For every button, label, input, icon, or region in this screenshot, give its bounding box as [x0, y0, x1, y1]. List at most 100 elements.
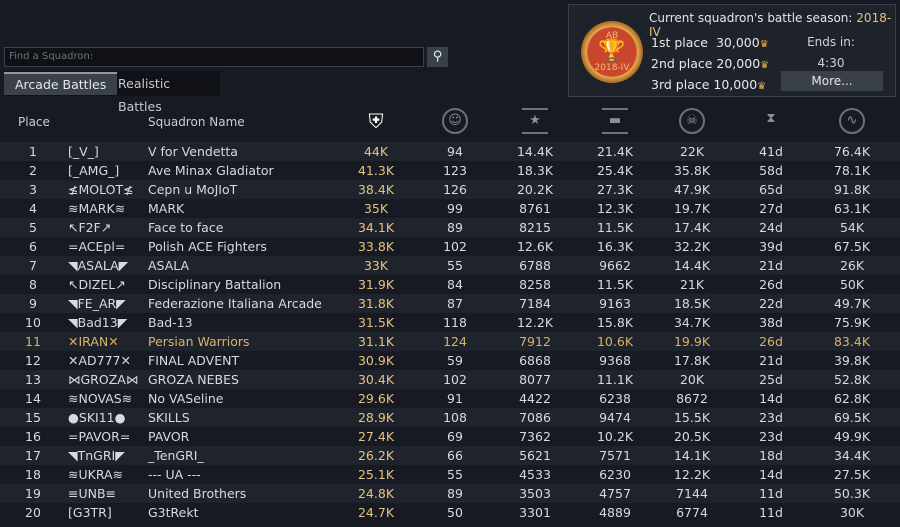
- table-row[interactable]: 8 ↖DIZEL↗ Disciplinary Battalion 31.9K 84 825…: [0, 275, 900, 294]
- air-kills-cell: 8761: [519, 201, 551, 216]
- squadron-tag-cell: ≋MARK≋: [68, 201, 126, 216]
- table-row[interactable]: 11 ✕IRAN✕ Persian Warriors 31.1K 124 7912 10.6…: [0, 332, 900, 351]
- activity-cell: 39.8K: [833, 353, 871, 368]
- tab-arcade-battles[interactable]: Arcade Battles: [4, 72, 118, 95]
- table-row[interactable]: 2 [_AMG_] Ave Minax Gladiator 41.3K 123 18.3K…: [0, 161, 900, 180]
- air-kills-cell: 4422: [519, 391, 551, 406]
- eagle-icon: ♛: [759, 39, 769, 50]
- table-row[interactable]: 7 ◥ASALA◤ ASALA 33K 55 6788 9662 14.4K 21d 26K: [0, 256, 900, 275]
- deaths-cell: 17.4K: [673, 220, 711, 235]
- tab-realistic-battles[interactable]: Realistic Battles: [118, 76, 171, 114]
- table-row[interactable]: 13 ⋈GROZA⋈ GROZA NEBES 30.4K 102 8077 11.1K 20K…: [0, 370, 900, 389]
- squadron-name-cell: _TenGRI_: [148, 448, 204, 463]
- players-cell: 102: [443, 372, 467, 387]
- squadron-name-cell: Face to face: [148, 220, 224, 235]
- deaths-icon[interactable]: ☠: [679, 108, 705, 134]
- deaths-cell: 47.9K: [673, 182, 711, 197]
- table-row[interactable]: 3 ≰MOLOT≰ Cepn u MoJIoT 38.4K 126 20.2K 27.3K 4…: [0, 180, 900, 199]
- ground-kills-cell: 10.2K: [596, 429, 634, 444]
- medal-season-text: 2018-IV: [594, 63, 630, 73]
- place-cell: 10: [25, 315, 41, 330]
- ends-in-value: 4:30: [817, 56, 845, 70]
- place-cell: 11: [25, 334, 41, 349]
- squadron-name-cell: United Brothers: [148, 486, 247, 501]
- squadron-rating-icon[interactable]: ⛨: [368, 109, 384, 133]
- ground-kills-cell: 9474: [599, 410, 631, 425]
- ground-kills-cell: 6238: [599, 391, 631, 406]
- table-row[interactable]: 18 ≋UKRA≋ --- UA --- 25.1K 55 4533 6230 12.2K 14…: [0, 465, 900, 484]
- table-row[interactable]: 19 ≡UNB≡ United Brothers 24.8K 89 3503 4757 714…: [0, 484, 900, 503]
- ground-kills-cell: 4889: [599, 505, 631, 520]
- deaths-cell: 8672: [676, 391, 708, 406]
- activity-cell: 83.4K: [833, 334, 871, 349]
- players-cell: 99: [447, 201, 463, 216]
- place-header[interactable]: Place: [18, 115, 50, 129]
- players-cell: 55: [447, 467, 463, 482]
- rating-cell: 41.3K: [357, 163, 395, 178]
- deaths-cell: 14.1K: [673, 448, 711, 463]
- activity-cell: 49.7K: [833, 296, 871, 311]
- table-row[interactable]: 10 ◥Bad13◤ Bad-13 31.5K 118 12.2K 15.8K 34.7K 38…: [0, 313, 900, 332]
- air-kills-cell: 4533: [519, 467, 551, 482]
- rating-cell: 31.8K: [357, 296, 395, 311]
- squadron-name-cell: --- UA ---: [148, 467, 201, 482]
- ground-kills-icon[interactable]: ▬: [602, 108, 628, 134]
- air-kills-icon[interactable]: ★: [522, 108, 548, 134]
- ends-in-label: Ends in:: [807, 35, 855, 49]
- activity-cell: 34.4K: [833, 448, 871, 463]
- playtime-cell: 23d: [759, 410, 783, 425]
- ground-kills-cell: 16.3K: [596, 239, 634, 254]
- table-row[interactable]: 17 ◥TnGRI◤ _TenGRI_ 26.2K 66 5621 7571 14.1K 18d…: [0, 446, 900, 465]
- activity-icon[interactable]: ∿: [839, 108, 865, 134]
- ground-kills-cell: 21.4K: [596, 144, 634, 159]
- air-kills-cell: 7086: [519, 410, 551, 425]
- season-value: 2018-IV: [649, 11, 892, 39]
- air-kills-cell: 8077: [519, 372, 551, 387]
- squadron-tag-cell: ◥TnGRI◤: [68, 448, 125, 463]
- squadron-name-header[interactable]: Squadron Name: [148, 115, 245, 129]
- place-cell: 20: [25, 505, 41, 520]
- table-row[interactable]: 20 [G3TR] G3tRekt 24.7K 50 3301 4889 6774 11d 30K: [0, 503, 900, 522]
- deaths-cell: 22K: [679, 144, 705, 159]
- ground-kills-cell: 10.6K: [596, 334, 634, 349]
- squadron-tag-cell: =ACEpl=: [68, 239, 126, 254]
- rating-cell: 30.9K: [357, 353, 395, 368]
- table-row[interactable]: 6 =ACEpl= Polish ACE Fighters 33.8K 102 12.6K…: [0, 237, 900, 256]
- playtime-icon[interactable]: ⧗: [766, 111, 776, 126]
- trophy-icon: 🏆: [598, 39, 626, 64]
- players-cell: 87: [447, 296, 463, 311]
- playtime-cell: 65d: [759, 182, 783, 197]
- deaths-cell: 20K: [679, 372, 705, 387]
- activity-cell: 67.5K: [833, 239, 871, 254]
- place-cell: 8: [29, 277, 37, 292]
- place-cell: 13: [25, 372, 41, 387]
- place-cell: 5: [29, 220, 37, 235]
- table-row[interactable]: 4 ≋MARK≋ MARK 35K 99 8761 12.3K 19.7K 27d 63.1K: [0, 199, 900, 218]
- air-kills-cell: 12.2K: [516, 315, 554, 330]
- prize-3rd: 3rd place 10,000♛: [651, 77, 783, 92]
- more-button[interactable]: More...: [781, 71, 883, 91]
- table-row[interactable]: 1 [_V_] V for Vendetta 44K 94 14.4K 21.4K 22K 41…: [0, 142, 900, 161]
- table-row[interactable]: 12 ✕AD777✕ FINAL ADVENT 30.9K 59 6868 9368 17.8…: [0, 351, 900, 370]
- search-input[interactable]: Find a Squadron:: [4, 47, 424, 67]
- table-row[interactable]: 16 =PAVOR= PAVOR 27.4K 69 7362 10.2K 20.5K 23d 49…: [0, 427, 900, 446]
- playtime-cell: 38d: [759, 315, 783, 330]
- squadron-tag-cell: ◥Bad13◤: [68, 315, 128, 330]
- players-icon[interactable]: ☺: [442, 108, 468, 134]
- squadron-tag-cell: =PAVOR=: [68, 429, 131, 444]
- table-row[interactable]: 5 ↖F2F↗ Face to face 34.1K 89 8215 11.5K 17.4K 2…: [0, 218, 900, 237]
- players-cell: 91: [447, 391, 463, 406]
- players-cell: 126: [443, 182, 467, 197]
- air-kills-cell: 8215: [519, 220, 551, 235]
- squadron-name-cell: Ave Minax Gladiator: [148, 163, 274, 178]
- table-row[interactable]: 9 ◥FE_AR◤ Federazione Italiana Arcade 31.8K…: [0, 294, 900, 313]
- players-cell: 108: [443, 410, 467, 425]
- playtime-cell: 21d: [759, 258, 783, 273]
- air-kills-cell: 18.3K: [516, 163, 554, 178]
- table-row[interactable]: 15 ●SKI11● SKILLS 28.9K 108 7086 9474 15.5K 23d 6…: [0, 408, 900, 427]
- search-button[interactable]: ⚲: [427, 47, 448, 67]
- playtime-cell: 27d: [759, 201, 783, 216]
- rating-cell: 30.4K: [357, 372, 395, 387]
- squadron-tag-cell: [G3TR]: [68, 505, 112, 520]
- table-row[interactable]: 14 ≋NOVAS≋ No VASeline 29.6K 91 4422 6238 8672 1…: [0, 389, 900, 408]
